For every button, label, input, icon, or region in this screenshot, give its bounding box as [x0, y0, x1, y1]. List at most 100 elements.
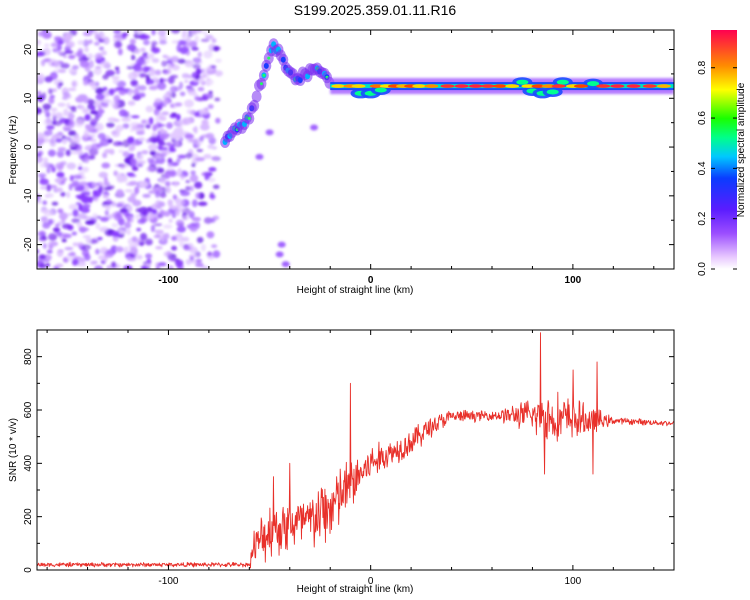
noise-blob [176, 158, 181, 163]
noise-blob [145, 105, 154, 113]
line-bulge-core [374, 87, 387, 93]
noise-blob [56, 150, 65, 158]
noise-blob [184, 79, 189, 83]
noise-blob [128, 180, 138, 186]
noise-blob [199, 109, 210, 115]
noise-blob [207, 104, 214, 109]
noise-blob [49, 184, 58, 189]
noise-blob [84, 113, 91, 121]
ridge-core [280, 56, 286, 63]
noise-blob [167, 76, 175, 85]
noise-blob [97, 236, 103, 241]
noise-blob [185, 259, 192, 266]
noise-blob [95, 65, 102, 69]
noise-blob [140, 47, 146, 52]
noise-blob [87, 70, 94, 78]
noise-blob [213, 45, 220, 52]
noise-blob [48, 88, 54, 95]
noise-blob [37, 155, 43, 164]
noise-blob [163, 99, 169, 106]
noise-blob [104, 249, 114, 258]
noise-blob [64, 45, 71, 52]
noise-blob [142, 52, 148, 57]
noise-blob [183, 245, 191, 251]
chart-title: S199.2025.359.01.11.R16 [294, 2, 457, 18]
noise-blob [167, 257, 178, 262]
noise-blob [93, 196, 99, 202]
noise-blob [209, 194, 216, 199]
noise-blob [168, 218, 173, 224]
noise-blob [116, 175, 125, 183]
noise-blob [123, 246, 129, 255]
noise-blob [136, 30, 143, 35]
noise-blob [56, 248, 64, 257]
snr-ytick-label: 200 [23, 508, 34, 525]
noise-blob [115, 69, 120, 75]
spec-ytick-label: -10 [23, 188, 34, 203]
noise-blob [66, 191, 71, 199]
noise-blob [77, 94, 88, 99]
noise-blob [37, 132, 45, 140]
noise-blob [191, 162, 196, 168]
ridge-halo [249, 99, 260, 112]
noise-blob [175, 209, 180, 216]
noise-blob [146, 258, 152, 264]
noise-blob [37, 73, 45, 82]
noise-blob [72, 174, 82, 180]
noise-blob [83, 80, 89, 86]
noise-blob [152, 138, 158, 144]
noise-blob [110, 201, 117, 207]
noise-blob [205, 93, 213, 98]
noise-blob [179, 241, 185, 248]
ridge-core-hot [259, 82, 263, 86]
noise-blob [89, 261, 97, 266]
noise-blob [211, 38, 217, 43]
noise-blob [106, 122, 115, 128]
noise-blob [138, 154, 144, 160]
colorbar-label: Normalized spectral amplitude [736, 82, 747, 217]
noise-blob [76, 150, 84, 155]
noise-blob [40, 59, 46, 67]
noise-blob [50, 107, 58, 112]
noise-blob [46, 193, 54, 198]
noise-blob [195, 157, 205, 162]
noise-blob [62, 233, 72, 239]
noise-blob [145, 238, 153, 246]
noise-blob [111, 261, 117, 268]
noise-blob [175, 219, 185, 227]
noise-blob [196, 148, 204, 153]
noise-blob [154, 190, 161, 198]
noise-blob [94, 33, 100, 41]
noise-blob [194, 181, 203, 189]
noise-blob [56, 51, 65, 55]
noise-blob [68, 54, 76, 60]
noise-blob [205, 172, 211, 180]
noise-blob [72, 242, 78, 247]
noise-blob [170, 55, 179, 63]
noise-blob [168, 205, 179, 209]
noise-blob [51, 201, 59, 206]
noise-blob [158, 115, 167, 122]
noise-blob [130, 192, 137, 198]
noise-blob [94, 53, 103, 61]
noise-blob [51, 166, 56, 173]
noise-blob [189, 227, 198, 232]
noise-blob [118, 230, 127, 235]
noise-blob [105, 69, 115, 77]
noise-blob [58, 82, 64, 86]
noise-blob [81, 57, 90, 61]
noise-blob [151, 30, 156, 36]
noise-blob [98, 109, 105, 114]
noise-blob [194, 95, 201, 101]
noise-blob [211, 244, 218, 249]
ridge-core-hot [267, 56, 271, 60]
noise-blob [77, 213, 87, 220]
noise-blob [94, 122, 104, 131]
noise-blob [68, 183, 73, 191]
noise-blob [103, 176, 109, 185]
noise-blob [71, 218, 81, 224]
noise-blob [45, 117, 52, 125]
noise-blob [101, 99, 111, 104]
noise-blob [194, 35, 200, 44]
noise-blob [83, 134, 91, 138]
